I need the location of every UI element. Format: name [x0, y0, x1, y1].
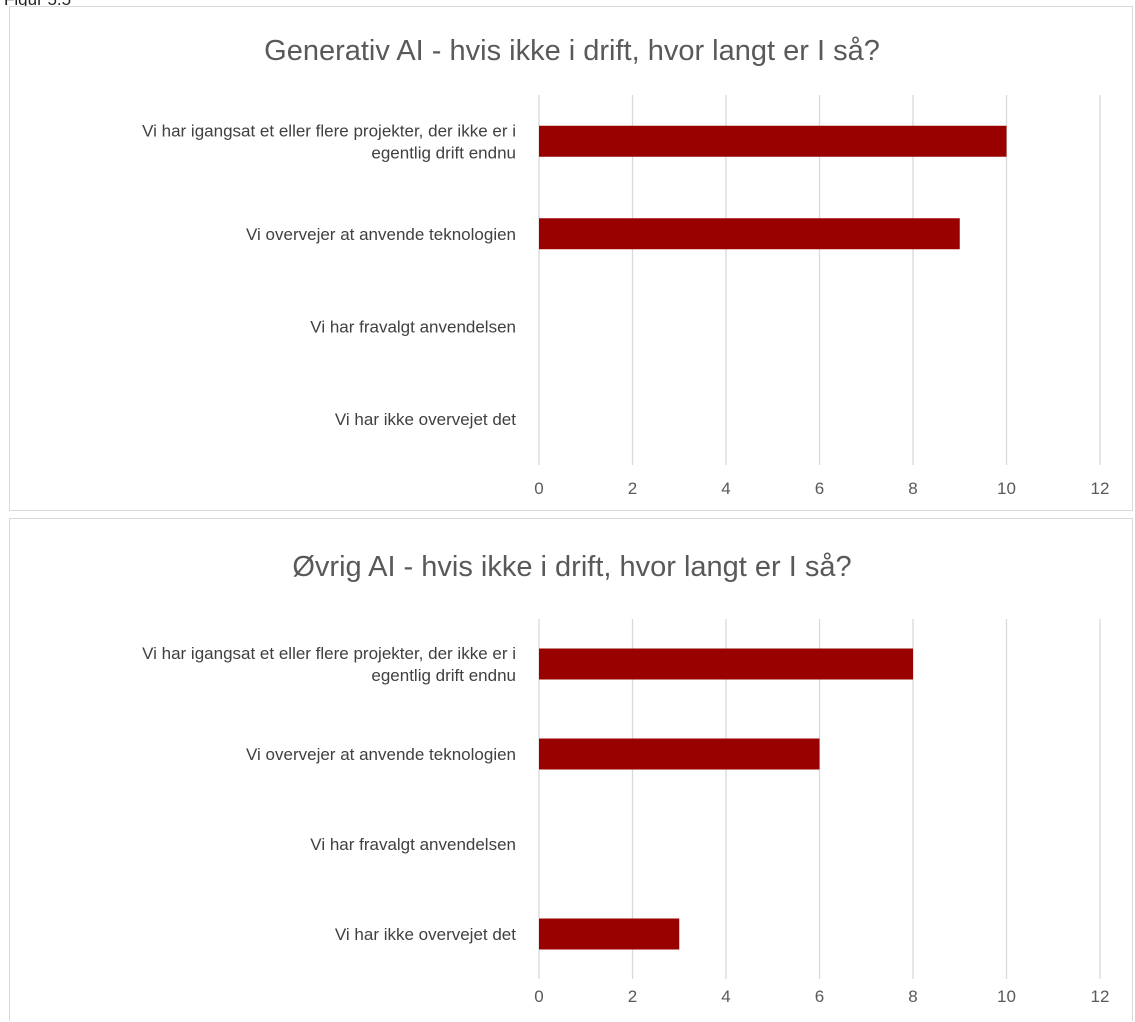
- bar: [539, 648, 913, 680]
- category-label: Vi har ikke overvejet det: [335, 925, 516, 944]
- bar: [539, 125, 1007, 157]
- category-label: egentlig drift endnu: [371, 143, 516, 162]
- category-label: egentlig drift endnu: [371, 666, 516, 685]
- category-label: Vi overvejer at anvende teknologien: [246, 745, 516, 764]
- x-tick-label: 4: [721, 479, 730, 498]
- x-tick-label: 10: [997, 987, 1016, 1006]
- x-tick-label: 2: [628, 987, 637, 1006]
- x-tick-label: 12: [1091, 479, 1110, 498]
- chart-generativ-ai: Generativ AI - hvis ikke i drift, hvor l…: [9, 6, 1133, 511]
- x-tick-label: 12: [1091, 987, 1110, 1006]
- x-tick-label: 6: [815, 987, 824, 1006]
- category-label: Vi overvejer at anvende teknologien: [246, 225, 516, 244]
- chart-oevrig-ai: Øvrig AI - hvis ikke i drift, hvor langt…: [9, 518, 1133, 1021]
- bar: [539, 738, 820, 770]
- chart-title: Øvrig AI - hvis ikke i drift, hvor langt…: [292, 551, 851, 583]
- bar: [539, 218, 960, 250]
- bar: [539, 918, 680, 950]
- category-label: Vi har ikke overvejet det: [335, 410, 516, 429]
- figure-caption: Figur 5.5: [4, 0, 71, 10]
- category-label: Vi har igangsat et eller flere projekter…: [142, 121, 516, 140]
- chart-oevrig-ai-svg: Øvrig AI - hvis ikke i drift, hvor langt…: [142, 551, 1110, 1006]
- x-tick-label: 0: [534, 479, 543, 498]
- category-label: Vi har igangsat et eller flere projekter…: [142, 644, 516, 663]
- x-tick-label: 2: [628, 479, 637, 498]
- x-tick-label: 4: [721, 987, 730, 1006]
- category-label: Vi har fravalgt anvendelsen: [310, 317, 516, 336]
- x-tick-label: 0: [534, 987, 543, 1006]
- x-tick-label: 8: [908, 479, 917, 498]
- x-tick-label: 10: [997, 479, 1016, 498]
- x-tick-label: 6: [815, 479, 824, 498]
- x-tick-label: 8: [908, 987, 917, 1006]
- chart-title: Generativ AI - hvis ikke i drift, hvor l…: [264, 35, 880, 67]
- category-label: Vi har fravalgt anvendelsen: [310, 835, 516, 854]
- chart-generativ-ai-svg: Generativ AI - hvis ikke i drift, hvor l…: [142, 35, 1110, 498]
